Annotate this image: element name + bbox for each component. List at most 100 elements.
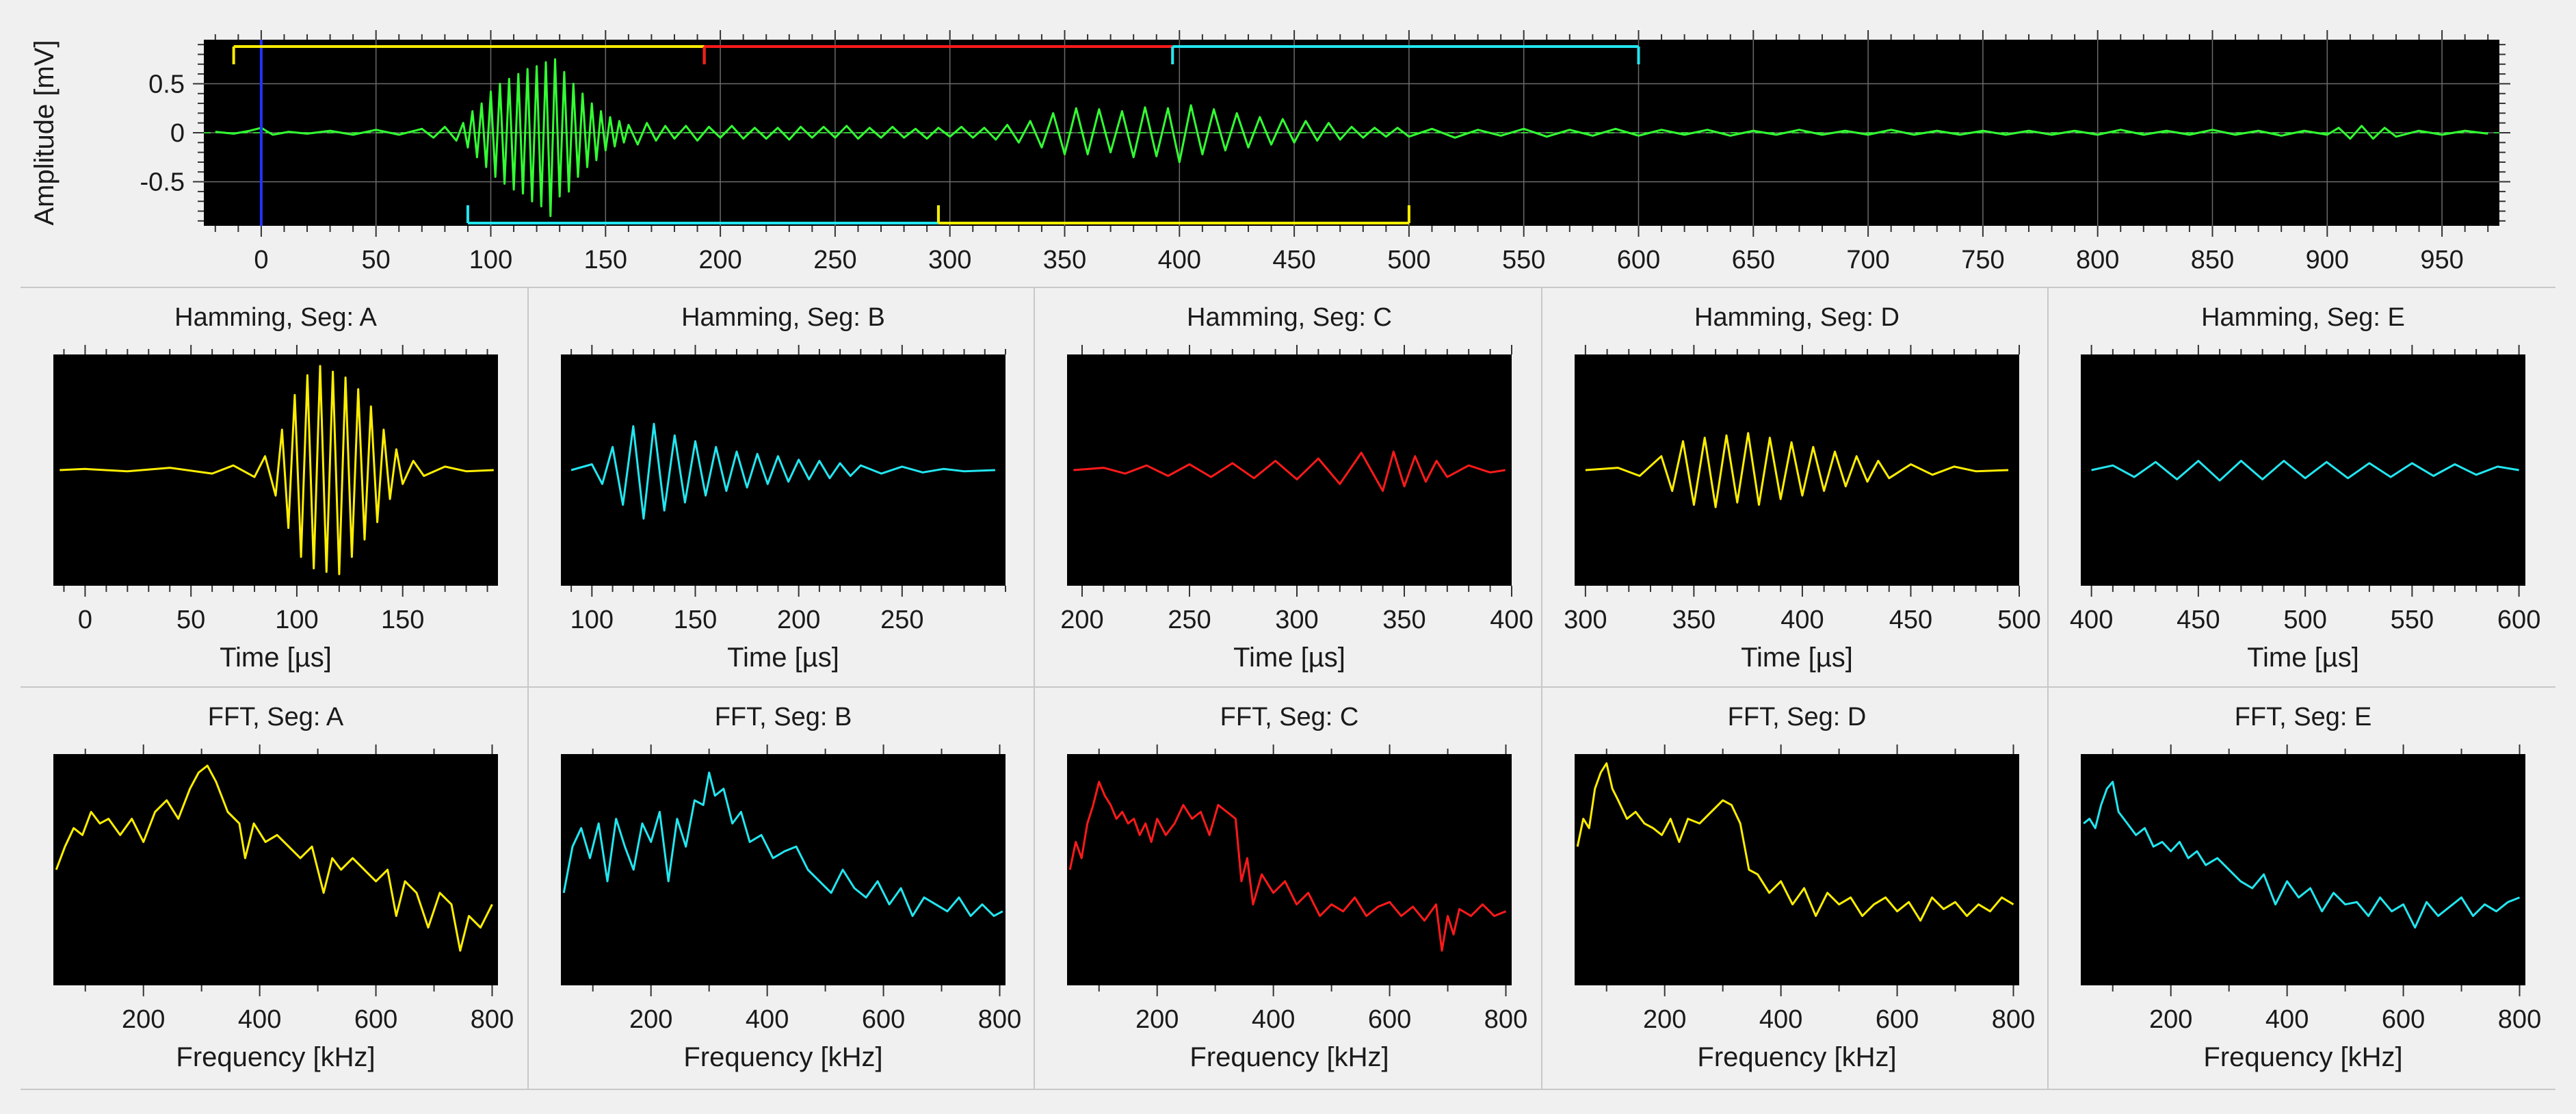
x-tick-label: 400: [746, 1005, 789, 1034]
x-tick-label: 0: [78, 606, 92, 634]
x-tick-label: 300: [1275, 606, 1318, 634]
x-tick-label: 200: [629, 1005, 672, 1034]
x-tick-label: 250: [880, 606, 923, 634]
x-tick-label: 100: [469, 246, 512, 274]
fft-e-plot-area[interactable]: [2081, 754, 2525, 985]
x-tick-label: 250: [1168, 606, 1211, 634]
x-tick-label: 850: [2191, 246, 2234, 274]
x-tick-label: 800: [2076, 246, 2119, 274]
x-tick-label: 350: [1672, 606, 1716, 634]
hamming-b-title: Hamming, Seg: B: [681, 303, 885, 332]
x-tick-label: 550: [2391, 606, 2434, 634]
hamming-b-series-line: [570, 422, 995, 520]
x-tick-label: 600: [1368, 1005, 1411, 1034]
hamming-d-series-line: [1585, 432, 2009, 508]
hamming-e-plot-area[interactable]: [2081, 354, 2525, 586]
x-tick-label: 200: [122, 1005, 165, 1034]
hamming-b-panel[interactable]: Hamming, Seg: B 100 150 200 250 Time [µs]: [561, 303, 1006, 673]
x-tick-label: 950: [2420, 246, 2463, 274]
x-tick-label: 150: [381, 606, 424, 634]
x-tick-label: 800: [2498, 1005, 2541, 1034]
x-tick-label: 700: [1846, 246, 1889, 274]
x-tick-label: 250: [813, 246, 856, 274]
hamming-b-x-axis-label: Time [µs]: [727, 643, 839, 673]
x-tick-label: 600: [1617, 246, 1660, 274]
x-tick-label: 100: [570, 606, 614, 634]
x-tick-label: 800: [978, 1005, 1021, 1034]
panel-separators: [21, 287, 2555, 1090]
x-tick-label: 400: [2070, 606, 2113, 634]
fft-d-x-axis-label: Frequency [kHz]: [1697, 1042, 1896, 1072]
fft-a-plot-area[interactable]: [53, 754, 498, 985]
x-tick-label: 200: [1643, 1005, 1686, 1034]
y-axis-label: Amplitude [mV]: [29, 40, 60, 225]
x-tick-label: 300: [1564, 606, 1607, 634]
y-tick-label: -0.5: [140, 168, 185, 197]
hamming-a-panel[interactable]: Hamming, Seg: A 0 50 100 150 Time [µs]: [53, 303, 498, 673]
fft-c-series-line: [1068, 781, 1507, 952]
x-tick-label: 400: [1252, 1005, 1295, 1034]
fft-e-x-axis-label: Frequency [kHz]: [2203, 1042, 2402, 1072]
hamming-a-title: Hamming, Seg: A: [174, 303, 377, 332]
hamming-d-panel[interactable]: Hamming, Seg: D 300 350 400 450 500 Time [µs]: [1564, 303, 2041, 673]
x-tick-label: 550: [1502, 246, 1545, 274]
fft-a-title: FFT, Seg: A: [208, 703, 344, 731]
fft-d-plot-area[interactable]: [1575, 754, 2019, 985]
fft-d-panel[interactable]: FFT, Seg: D 200 400 600 800 Frequency [kHz]: [1575, 703, 2035, 1072]
x-tick-label: 400: [1759, 1005, 1802, 1034]
fft-c-panel[interactable]: FFT, Seg: C 200 400 600 800 Frequency [kHz]: [1067, 703, 1527, 1072]
x-tick-label: 900: [2306, 246, 2349, 274]
x-tick-label: 450: [2177, 606, 2220, 634]
x-tick-label: 600: [2497, 606, 2540, 634]
x-tick-label: 200: [777, 606, 820, 634]
x-tick-label: 600: [354, 1005, 397, 1034]
x-tick-label: 600: [862, 1005, 905, 1034]
hamming-c-panel[interactable]: Hamming, Seg: C 200 250 300 350 400 Time [µs]: [1060, 303, 1533, 673]
x-tick-label: 200: [1135, 1005, 1179, 1034]
y-tick-label: 0.5: [148, 70, 185, 99]
fft-c-plot-area[interactable]: [1067, 754, 1512, 985]
fft-b-panel[interactable]: FFT, Seg: B 200 400 600 800 Frequency [kHz]: [561, 703, 1021, 1072]
x-tick-label: 100: [275, 606, 318, 634]
fft-d-title: FFT, Seg: D: [1728, 703, 1867, 731]
fft-a-panel[interactable]: FFT, Seg: A 200 400 600 800 Frequency [kHz]: [53, 703, 514, 1072]
x-tick-label: 450: [1272, 246, 1315, 274]
hamming-d-title: Hamming, Seg: D: [1694, 303, 1900, 332]
x-tick-label: 800: [1484, 1005, 1527, 1034]
x-tick-label: 500: [1997, 606, 2040, 634]
x-tick-label: 750: [1961, 246, 2004, 274]
x-tick-label: 400: [238, 1005, 281, 1034]
x-tick-label: 450: [1889, 606, 1932, 634]
hamming-a-plot-area[interactable]: [53, 354, 498, 586]
x-tick-label: 350: [1382, 606, 1425, 634]
hamming-c-series-line: [1073, 450, 1506, 492]
x-tick-label: 300: [928, 246, 971, 274]
hamming-e-x-axis-label: Time [µs]: [2247, 643, 2359, 673]
x-tick-label: 600: [1876, 1005, 1919, 1034]
x-tick-label: 500: [1387, 246, 1430, 274]
fft-e-panel[interactable]: FFT, Seg: E 200 400 600 800 Frequency [kHz]: [2081, 703, 2541, 1072]
x-tick-label: 150: [674, 606, 717, 634]
x-tick-label: 650: [1732, 246, 1775, 274]
fft-b-plot-area[interactable]: [561, 754, 1006, 985]
fft-e-series-line: [2083, 781, 2521, 929]
overview-panel[interactable]: 0 50 100 150 200 250 300 350 400 450 500 550 600 650 7…: [29, 30, 2510, 274]
hamming-e-panel[interactable]: Hamming, Seg: E 400 450 500 550 600 Time [µs]: [2070, 303, 2540, 673]
x-tick-label: 350: [1043, 246, 1086, 274]
hamming-c-plot-area[interactable]: [1067, 354, 1512, 586]
x-tick-label: 800: [471, 1005, 514, 1034]
fft-b-title: FFT, Seg: B: [715, 703, 852, 731]
fft-c-title: FFT, Seg: C: [1220, 703, 1359, 731]
hamming-c-title: Hamming, Seg: C: [1187, 303, 1392, 332]
x-tick-label: 400: [1780, 606, 1824, 634]
x-tick-label: 600: [2382, 1005, 2425, 1034]
fft-b-x-axis-label: Frequency [kHz]: [683, 1042, 882, 1072]
hamming-e-title: Hamming, Seg: E: [2201, 303, 2405, 332]
hamming-a-series-line: [60, 365, 494, 575]
x-tick-label: 500: [2283, 606, 2326, 634]
x-tick-label: 50: [362, 246, 391, 274]
x-tick-label: 200: [2149, 1005, 2192, 1034]
y-tick-label: 0: [170, 119, 185, 148]
x-tick-label: 200: [698, 246, 741, 274]
